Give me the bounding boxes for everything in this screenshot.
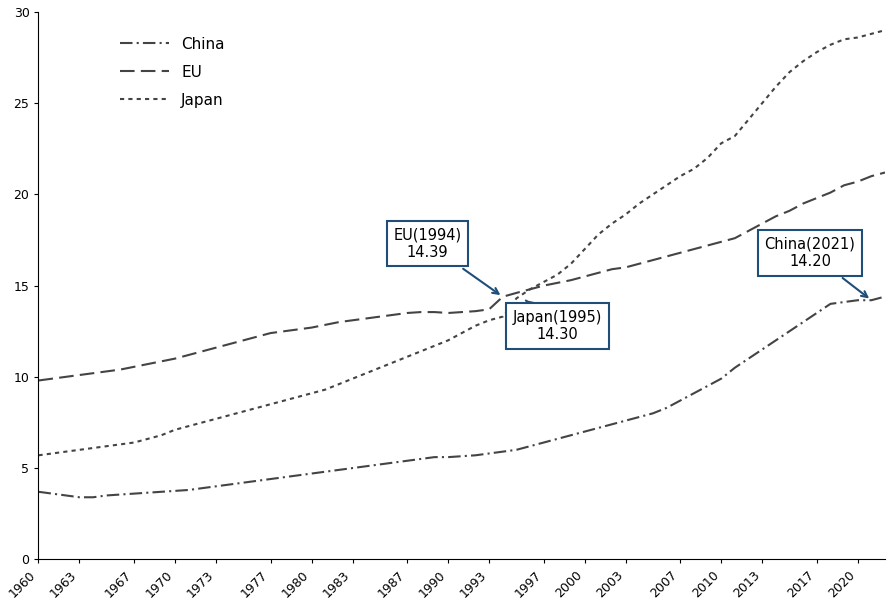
China	[442, 453, 453, 461]
Text: China(2021)
14.20: China(2021) 14.20	[764, 237, 867, 297]
China	[634, 413, 645, 421]
Line: Japan: Japan	[38, 30, 885, 455]
Japan	[265, 401, 276, 408]
China	[470, 452, 481, 459]
China	[306, 470, 317, 477]
EU	[293, 326, 303, 333]
Japan	[866, 30, 877, 38]
EU	[457, 308, 467, 316]
Japan	[429, 342, 440, 350]
EU	[866, 172, 877, 180]
Text: Japan(1995)
14.30: Japan(1995) 14.30	[513, 300, 602, 342]
EU	[265, 330, 276, 337]
Text: EU(1994)
14.39: EU(1994) 14.39	[393, 228, 499, 294]
EU	[33, 377, 44, 384]
Legend: China, EU, Japan: China, EU, Japan	[114, 30, 231, 114]
EU	[620, 263, 631, 271]
China	[74, 493, 85, 501]
EU	[429, 308, 440, 316]
China	[866, 297, 877, 304]
China	[279, 473, 290, 481]
Line: China: China	[38, 297, 885, 497]
Japan	[293, 393, 303, 401]
Japan	[620, 211, 631, 218]
Japan	[880, 27, 890, 34]
Japan	[33, 452, 44, 459]
China	[880, 293, 890, 300]
China	[33, 488, 44, 495]
Japan	[457, 330, 467, 337]
Line: EU: EU	[38, 172, 885, 381]
EU	[880, 169, 890, 176]
